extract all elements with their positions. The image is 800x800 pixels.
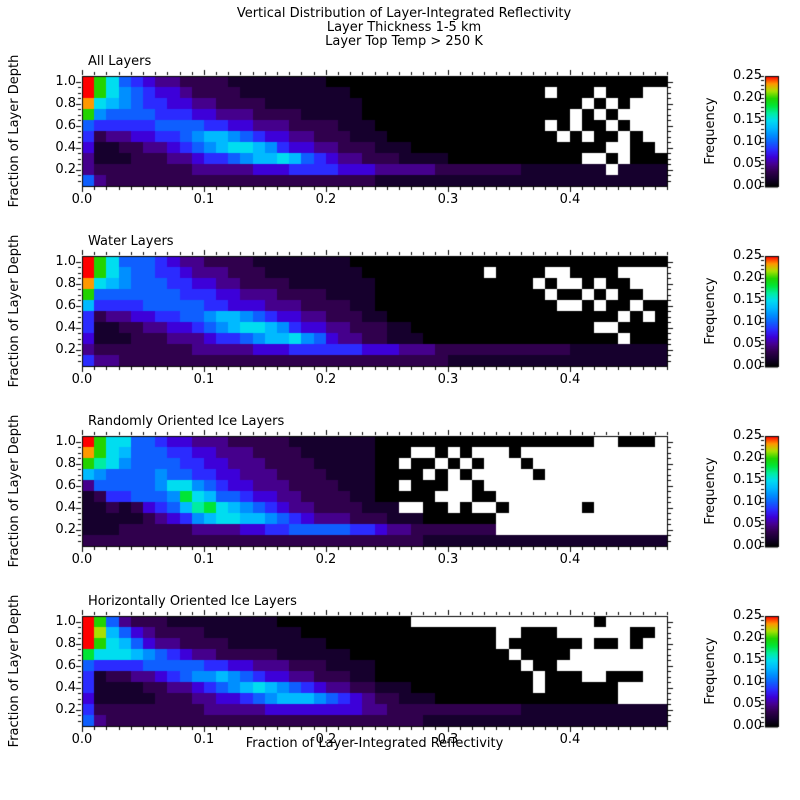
panel-title-water-layers: Water Layers — [88, 234, 174, 249]
y-tick-label: 0.6 — [55, 118, 76, 133]
colorbar-tick-label: 0.15 — [733, 292, 762, 307]
y-axis-title: Fraction of Layer Depth — [7, 414, 22, 568]
x-tick-label: 0.1 — [193, 552, 215, 567]
colorbar-tick-label: 0.05 — [733, 696, 762, 711]
y-tick-label: 0.2 — [55, 342, 76, 357]
colorbar-tick-label: 0.15 — [733, 652, 762, 667]
y-tick-label: 0.8 — [55, 636, 76, 651]
colorbar-tick-label: 0.20 — [733, 630, 762, 645]
x-tick-label: 0.0 — [71, 552, 93, 567]
colorbar-tick-label: 0.25 — [733, 68, 762, 83]
y-tick-label: 0.8 — [55, 456, 76, 471]
y-tick-label: 0.4 — [55, 320, 76, 335]
x-tick-label: 0.0 — [71, 732, 93, 747]
y-axis-title: Fraction of Layer Depth — [7, 54, 22, 208]
y-tick-label: 0.8 — [55, 276, 76, 291]
colorbar-title: Frequency — [703, 97, 718, 165]
colorbar-title: Frequency — [703, 277, 718, 345]
colorbar-title: Frequency — [703, 637, 718, 705]
panel-title-randomly-oriented: Randomly Oriented Ice Layers — [88, 414, 285, 429]
x-tick-label: 0.0 — [71, 372, 93, 387]
x-tick-label: 0.1 — [193, 732, 215, 747]
y-tick-label: 0.6 — [55, 298, 76, 313]
colorbar-tick-label: 0.20 — [733, 450, 762, 465]
y-tick-label: 0.6 — [55, 478, 76, 493]
colorbar-tick-label: 0.25 — [733, 608, 762, 623]
y-tick-label: 0.2 — [55, 522, 76, 537]
y-axis-title: Fraction of Layer Depth — [7, 594, 22, 748]
y-tick-label: 1.0 — [55, 254, 76, 269]
colorbar-tick-label: 0.10 — [733, 674, 762, 689]
colorbar-tick-label: 0.15 — [733, 472, 762, 487]
x-tick-label: 0.3 — [437, 732, 459, 747]
colorbar-tick-label: 0.05 — [733, 156, 762, 171]
panel-title-all-layers: All Layers — [88, 54, 152, 69]
y-tick-label: 0.6 — [55, 658, 76, 673]
x-tick-label: 0.2 — [315, 192, 337, 207]
colorbar-tick-label: 0.00 — [733, 538, 762, 553]
x-tick-label: 0.3 — [437, 192, 459, 207]
x-tick-label: 0.2 — [315, 732, 337, 747]
x-tick-label: 0.4 — [559, 552, 581, 567]
y-tick-label: 0.4 — [55, 680, 76, 695]
x-tick-label: 0.4 — [559, 732, 581, 747]
colorbar-tick-label: 0.00 — [733, 718, 762, 733]
x-axis-title: Fraction of Layer-Integrated Reflectivit… — [245, 736, 504, 751]
y-axis-title: Fraction of Layer Depth — [7, 234, 22, 388]
y-tick-label: 0.4 — [55, 140, 76, 155]
colorbar-tick-label: 0.05 — [733, 336, 762, 351]
y-tick-label: 1.0 — [55, 74, 76, 89]
colorbar-tick-label: 0.25 — [733, 428, 762, 443]
colorbar-tick-label: 0.15 — [733, 112, 762, 127]
y-tick-label: 0.8 — [55, 96, 76, 111]
x-tick-label: 0.0 — [71, 192, 93, 207]
colorbar-tick-label: 0.10 — [733, 314, 762, 329]
colorbar-tick-label: 0.25 — [733, 248, 762, 263]
colorbar-tick-label: 0.00 — [733, 178, 762, 193]
x-tick-label: 0.3 — [437, 372, 459, 387]
figure-title-line-2: Layer Thickness 1-5 km — [326, 20, 482, 35]
y-tick-label: 0.2 — [55, 162, 76, 177]
x-tick-label: 0.1 — [193, 372, 215, 387]
x-tick-label: 0.3 — [437, 552, 459, 567]
y-tick-label: 1.0 — [55, 614, 76, 629]
colorbar-tick-label: 0.20 — [733, 270, 762, 285]
figure-title-line-1: Vertical Distribution of Layer-Integrate… — [236, 6, 572, 21]
x-tick-label: 0.2 — [315, 552, 337, 567]
colorbar-tick-label: 0.10 — [733, 134, 762, 149]
x-tick-label: 0.4 — [559, 372, 581, 387]
y-tick-label: 0.4 — [55, 500, 76, 515]
x-tick-label: 0.2 — [315, 372, 337, 387]
x-tick-label: 0.4 — [559, 192, 581, 207]
y-tick-label: 1.0 — [55, 434, 76, 449]
colorbar-tick-label: 0.10 — [733, 494, 762, 509]
x-tick-label: 0.1 — [193, 192, 215, 207]
panel-title-horizontally-oriented: Horizontally Oriented Ice Layers — [88, 594, 297, 609]
figure-title-line-3: Layer Top Temp > 250 K — [325, 34, 483, 49]
colorbar-tick-label: 0.05 — [733, 516, 762, 531]
colorbar-tick-label: 0.00 — [733, 358, 762, 373]
colorbar-tick-label: 0.20 — [733, 90, 762, 105]
y-tick-label: 0.2 — [55, 702, 76, 717]
colorbar-title: Frequency — [703, 457, 718, 525]
